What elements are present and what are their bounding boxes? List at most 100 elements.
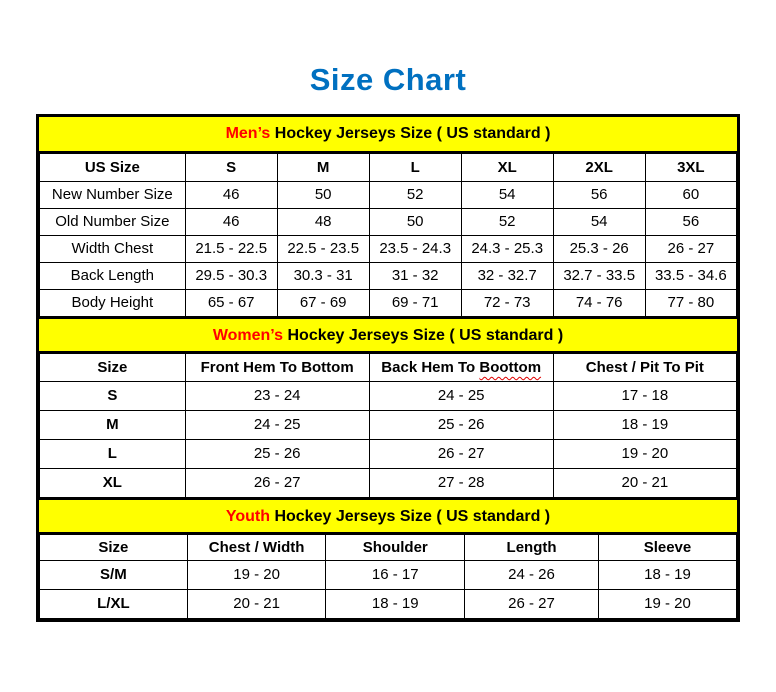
table-row: New Number Size 46 50 52 54 56 60 [39, 181, 738, 209]
value-cell: 20 - 21 [186, 589, 327, 619]
column-header: XL [460, 153, 554, 182]
value-cell: 24 - 25 [184, 410, 370, 440]
column-header: Size [39, 353, 186, 382]
value-cell: 31 - 32 [368, 262, 462, 290]
value-cell: 18 - 19 [325, 589, 466, 619]
mens-size-table: US Size S M L XL 2XL 3XL New Number Size 46 50 52 5… [39, 153, 738, 317]
row-label-cell: Back Length [39, 262, 186, 290]
mens-section-banner: Men’s Hockey Jerseys Size ( US standard … [39, 117, 737, 153]
value-cell: 67 - 69 [276, 289, 370, 317]
value-cell: 72 - 73 [460, 289, 554, 317]
value-cell: 20 - 21 [552, 468, 738, 498]
table-row: XL 26 - 27 27 - 28 20 - 21 [39, 468, 738, 498]
value-cell: 24 - 26 [464, 560, 599, 590]
column-header: 2XL [552, 153, 646, 182]
value-cell: 65 - 67 [184, 289, 278, 317]
value-cell: 18 - 19 [552, 410, 738, 440]
value-cell: 54 [552, 208, 646, 236]
table-row: Back Length 29.5 - 30.3 30.3 - 31 31 - 32 32… [39, 262, 738, 290]
value-cell: 19 - 20 [597, 589, 738, 619]
row-label-cell: M [39, 410, 186, 440]
column-header: Size [39, 534, 188, 561]
table-row: Width Chest 21.5 - 22.5 22.5 - 23.5 23.5 - … [39, 235, 738, 263]
column-header: Length [464, 534, 599, 561]
misspelled-word: Boottom [479, 358, 542, 376]
table-row: Body Height 65 - 67 67 - 69 69 - 71 72 - 73 7… [39, 289, 738, 317]
table-row: Old Number Size 46 48 50 52 54 56 [39, 208, 738, 236]
value-cell: 60 [644, 181, 738, 209]
column-header: 3XL [644, 153, 738, 182]
header-row: Size Chest / Width Shoulder Length Sleeve [39, 534, 738, 561]
value-cell: 21.5 - 22.5 [184, 235, 278, 263]
row-label-cell: S/M [39, 560, 188, 590]
column-header: M [276, 153, 370, 182]
value-cell: 32 - 32.7 [460, 262, 554, 290]
column-header: S [184, 153, 278, 182]
table-row: S 23 - 24 24 - 25 17 - 18 [39, 381, 738, 411]
mens-banner-text: Hockey Jerseys Size ( US standard ) [270, 125, 551, 142]
value-cell: 19 - 20 [552, 439, 738, 469]
row-label-cell: XL [39, 468, 186, 498]
row-label-cell: L/XL [39, 589, 188, 619]
value-cell: 23.5 - 24.3 [368, 235, 462, 263]
value-cell: 26 - 27 [184, 468, 370, 498]
column-header: Shoulder [325, 534, 466, 561]
youth-banner-accent: Youth [225, 508, 270, 525]
value-cell: 52 [460, 208, 554, 236]
womens-section-banner: Women’s Hockey Jerseys Size ( US standar… [39, 317, 737, 353]
value-cell: 56 [552, 181, 646, 209]
row-label-cell: New Number Size [39, 181, 186, 209]
value-cell: 26 - 27 [368, 439, 554, 469]
value-cell: 25 - 26 [368, 410, 554, 440]
value-cell: 19 - 20 [186, 560, 327, 590]
column-header: Sleeve [597, 534, 738, 561]
value-cell: 18 - 19 [597, 560, 738, 590]
value-cell: 29.5 - 30.3 [184, 262, 278, 290]
value-cell: 33.5 - 34.6 [644, 262, 738, 290]
value-cell: 27 - 28 [368, 468, 554, 498]
value-cell: 74 - 76 [552, 289, 646, 317]
value-cell: 25 - 26 [184, 439, 370, 469]
value-cell: 50 [276, 181, 370, 209]
youth-section-banner: Youth Hockey Jerseys Size ( US standard … [39, 498, 737, 534]
value-cell: 48 [276, 208, 370, 236]
youth-size-table: Size Chest / Width Shoulder Length Sleeve S/M… [39, 534, 738, 619]
row-label-cell: Width Chest [39, 235, 186, 263]
header-row: US Size S M L XL 2XL 3XL [39, 153, 738, 182]
womens-size-section: Women’s Hockey Jerseys Size ( US standar… [39, 317, 738, 498]
value-cell: 26 - 27 [644, 235, 738, 263]
column-header: US Size [39, 153, 186, 182]
youth-size-section: Youth Hockey Jerseys Size ( US standard … [39, 498, 738, 619]
column-header: Back Hem To Boottom [368, 353, 554, 382]
mens-size-section: Men’s Hockey Jerseys Size ( US standard … [39, 117, 738, 317]
mens-banner-accent: Men’s [225, 125, 271, 142]
column-header: Chest / Width [186, 534, 327, 561]
table-row: S/M 19 - 20 16 - 17 24 - 26 18 - 19 [39, 560, 738, 590]
column-header: L [368, 153, 462, 182]
value-cell: 77 - 80 [644, 289, 738, 317]
value-cell: 54 [460, 181, 554, 209]
row-label-cell: S [39, 381, 186, 411]
value-cell: 50 [368, 208, 462, 236]
row-label-cell: Old Number Size [39, 208, 186, 236]
page-title: Size Chart [309, 62, 467, 97]
womens-size-table: Size Front Hem To Bottom Back Hem To Boott… [39, 353, 738, 498]
row-label-cell: Body Height [39, 289, 186, 317]
value-cell: 17 - 18 [552, 381, 738, 411]
table-row: L/XL 20 - 21 18 - 19 26 - 27 19 - 20 [39, 589, 738, 619]
value-cell: 16 - 17 [325, 560, 466, 590]
value-cell: 52 [368, 181, 462, 209]
womens-banner-text: Hockey Jerseys Size ( US standard ) [283, 327, 564, 344]
value-cell: 46 [184, 208, 278, 236]
value-cell: 22.5 - 23.5 [276, 235, 370, 263]
value-cell: 23 - 24 [184, 381, 370, 411]
value-cell: 32.7 - 33.5 [552, 262, 646, 290]
womens-banner-accent: Women’s [212, 327, 284, 344]
table-row: L 25 - 26 26 - 27 19 - 20 [39, 439, 738, 469]
value-cell: 69 - 71 [368, 289, 462, 317]
header-row: Size Front Hem To Bottom Back Hem To Boott… [39, 353, 738, 382]
value-cell: 30.3 - 31 [276, 262, 370, 290]
value-cell: 25.3 - 26 [552, 235, 646, 263]
table-row: M 24 - 25 25 - 26 18 - 19 [39, 410, 738, 440]
